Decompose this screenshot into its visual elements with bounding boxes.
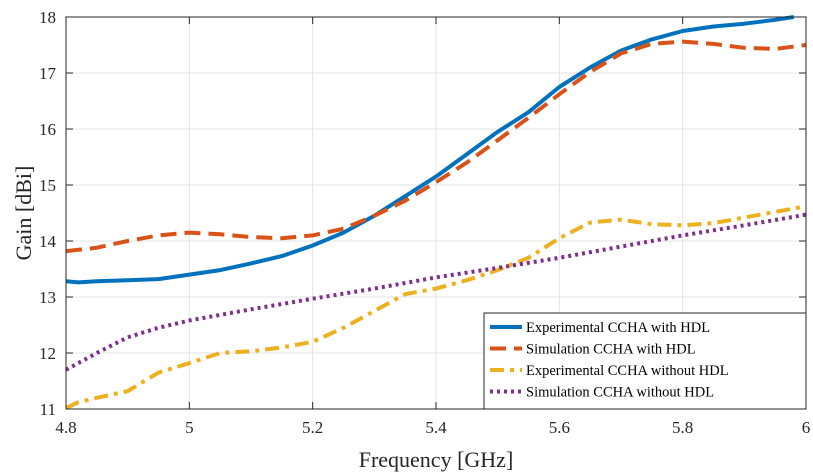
x-tick-label: 5 xyxy=(185,418,194,437)
y-tick-label: 18 xyxy=(39,8,56,27)
series-line-experimental-ccha-without-hdl xyxy=(65,204,807,410)
y-axis-label: Gain [dBi] xyxy=(11,166,36,261)
legend: Experimental CCHA with HDL Simulation CCH… xyxy=(483,312,807,410)
legend-entry: Simulation CCHA without HDL xyxy=(490,385,714,401)
x-tick-label: 5.6 xyxy=(549,418,570,437)
x-axis-label: Frequency [GHz] xyxy=(359,447,514,472)
y-tick-labels: 11 12 13 14 15 16 17 18 xyxy=(39,8,57,419)
y-tick-label: 14 xyxy=(39,232,57,251)
grid xyxy=(65,16,807,410)
legend-label: Simulation CCHA with HDL xyxy=(526,342,696,358)
series-lines xyxy=(65,15,807,410)
y-tick-label: 12 xyxy=(39,344,56,363)
legend-box xyxy=(483,312,807,410)
legend-label: Simulation CCHA without HDL xyxy=(526,385,714,401)
legend-label: Experimental CCHA without HDL xyxy=(526,363,729,379)
x-tick-label: 5.8 xyxy=(672,418,693,437)
y-tick-label: 17 xyxy=(39,64,57,83)
x-tick-label: 6 xyxy=(802,418,811,437)
y-tick-label: 13 xyxy=(39,288,56,307)
legend-label: Experimental CCHA with HDL xyxy=(526,320,710,336)
legend-entry: Experimental CCHA without HDL xyxy=(490,363,729,379)
legend-entry: Experimental CCHA with HDL xyxy=(490,320,710,336)
x-tick-labels: 4.8 5 5.2 5.4 5.6 5.8 6 xyxy=(55,418,810,437)
y-tick-label: 15 xyxy=(39,176,56,195)
series-line-experimental-ccha-with-hdl xyxy=(65,15,794,285)
legend-entry: Simulation CCHA with HDL xyxy=(490,342,696,358)
y-tick-label: 16 xyxy=(39,120,56,139)
x-tick-label: 5.2 xyxy=(302,418,323,437)
series-line-simulation-ccha-with-hdl xyxy=(65,39,807,254)
x-tick-label: 5.4 xyxy=(425,418,447,437)
x-tick-label: 4.8 xyxy=(55,418,76,437)
y-tick-label: 11 xyxy=(40,400,56,419)
